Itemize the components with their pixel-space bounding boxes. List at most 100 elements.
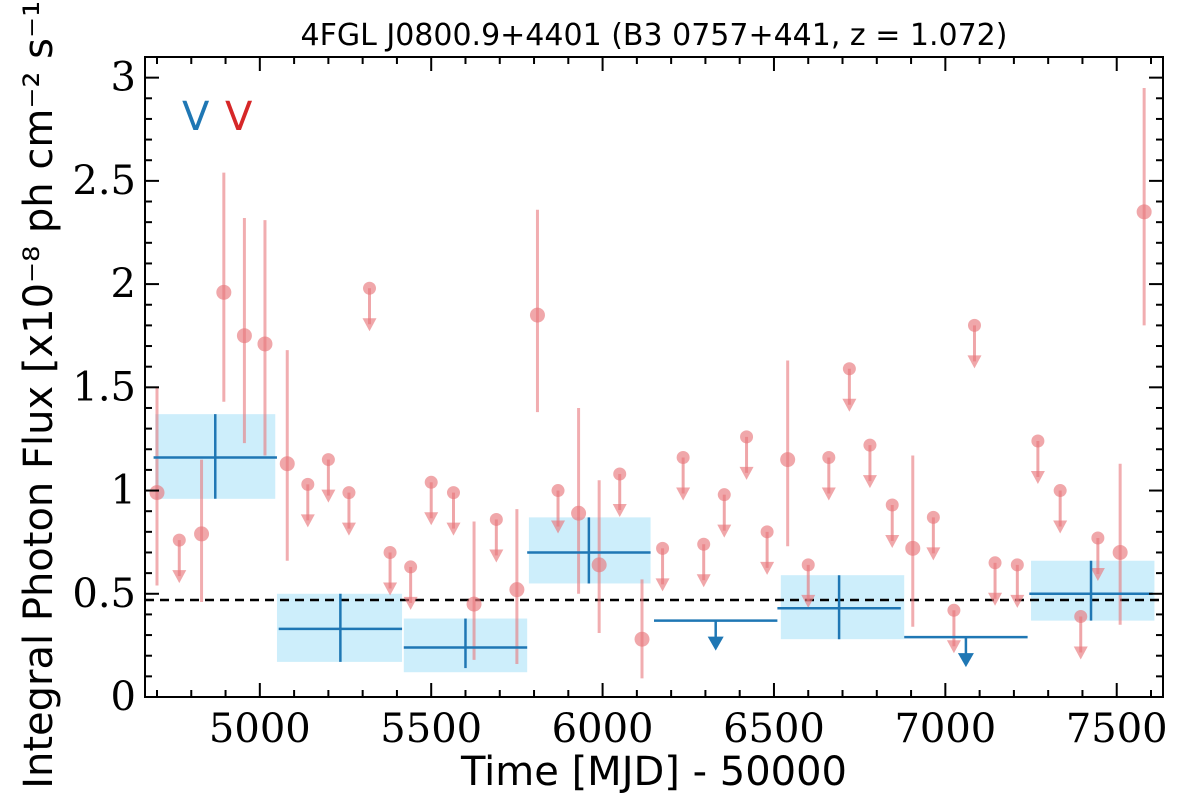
coarse-bin-point [278, 593, 403, 662]
fine-bin-marker [801, 558, 815, 572]
annotation-v-blue: V [182, 94, 210, 140]
upper-limit-arrow [655, 578, 670, 592]
fine-bin-marker [780, 452, 796, 468]
fine-bin-point [946, 603, 961, 654]
fine-bin-point [612, 467, 627, 518]
fine-bin-marker [279, 456, 295, 472]
fine-bin-marker [551, 484, 565, 498]
fine-bin-point [801, 558, 816, 608]
fine-bin-marker [885, 498, 899, 512]
fine-bin-marker [257, 336, 273, 352]
fine-bin-point [341, 486, 356, 536]
upper-limit-arrow [707, 636, 724, 651]
bin-bands [155, 414, 1155, 673]
fine-bin-point [696, 537, 711, 588]
upper-limit-arrow [988, 592, 1003, 606]
fine-bin-point [403, 560, 418, 610]
fine-bin-point [300, 477, 315, 528]
coarse-bin-point [654, 619, 778, 651]
fine-bin-marker [404, 560, 418, 574]
upper-limit-arrow [717, 524, 732, 538]
fine-bin-point [509, 509, 525, 664]
fine-bin-marker [363, 281, 377, 295]
upper-limit-arrow [842, 398, 857, 412]
fine-bin-point [926, 510, 941, 561]
fine-bin-marker [905, 540, 921, 556]
fine-bin-marker [424, 475, 438, 489]
fine-bin-marker [446, 486, 460, 500]
upper-limit-arrow [172, 570, 187, 584]
fine-bin-points [149, 87, 1152, 679]
fine-bin-point [321, 453, 336, 503]
fine-bin-marker [321, 453, 335, 467]
coarse-bin-point [777, 575, 901, 640]
fine-bin-point [489, 512, 504, 563]
upper-limit-arrow [739, 466, 754, 480]
fine-bin-point [885, 498, 900, 548]
fine-bin-point [676, 451, 691, 501]
upper-limit-arrow [676, 487, 691, 501]
fine-bin-marker [1074, 609, 1088, 623]
fine-bin-point [236, 218, 252, 444]
fine-bin-marker [216, 284, 232, 300]
fine-bin-point [1073, 609, 1088, 660]
upper-limit-arrow [300, 514, 315, 528]
fine-bin-marker [926, 510, 940, 524]
fine-bin-point [821, 451, 836, 501]
fine-bin-point [172, 533, 187, 584]
x-axis-label: Time [MJD] - 50000 [460, 749, 847, 795]
annotation-v-red: V [225, 94, 253, 140]
fine-bin-point [967, 318, 982, 369]
x-tick-label: 7500 [1066, 706, 1168, 752]
y-tick-label: 3 [111, 55, 136, 101]
fine-bin-point [739, 430, 754, 480]
y-tick-label: 0 [111, 674, 136, 720]
y-tick-label: 2 [111, 261, 136, 307]
upper-limit-arrow [424, 512, 439, 526]
fine-bin-point [194, 459, 210, 603]
fine-bin-marker [656, 541, 670, 555]
fine-bin-point [424, 475, 439, 526]
fine-bin-marker [194, 526, 210, 542]
fine-bin-point [446, 486, 461, 536]
fine-bin-point [149, 387, 165, 586]
fine-bin-marker [172, 533, 186, 547]
fine-bin-marker [236, 328, 252, 344]
fine-bin-point [655, 541, 670, 592]
fine-bin-point [466, 521, 482, 660]
fine-bin-marker [947, 603, 961, 617]
fine-bin-point [216, 172, 232, 402]
coarse-bin-point [527, 517, 651, 584]
fine-bin-point [1136, 87, 1152, 326]
fine-bin-point [1010, 558, 1025, 608]
fine-bin-marker [967, 318, 981, 332]
coarse-bin-point [153, 414, 277, 499]
upper-limit-arrow [885, 535, 900, 548]
upper-limit-arrow [946, 640, 961, 654]
tick-labels: 5000 5500 6000 6500 7000 7500 0 0.5 1 1.5 2 2.5 3 [72, 55, 1167, 752]
upper-limit-arrow [1030, 471, 1045, 484]
plot-frame [144, 56, 1164, 698]
fine-bin-marker [717, 488, 731, 502]
fine-bin-point [862, 438, 877, 489]
fine-bin-point [842, 362, 857, 412]
fine-bin-marker [988, 556, 1002, 570]
upper-limit-arrow [926, 547, 941, 561]
upper-limit-arrow [489, 549, 504, 563]
fine-bin-marker [342, 486, 356, 500]
upper-limit-arrow [551, 520, 566, 534]
upper-limit-arrow [760, 561, 775, 575]
fine-bin-point [383, 545, 398, 596]
upper-limit-arrow [696, 574, 711, 588]
coarse-bin-point [1029, 560, 1153, 621]
fine-bin-point [634, 579, 650, 679]
fine-bin-point [279, 350, 295, 561]
y-tick-label: 0.5 [72, 571, 136, 617]
fine-bin-point [362, 281, 377, 332]
coarse-bin-point [403, 618, 528, 669]
upper-limit-arrow [1073, 646, 1088, 660]
fine-bin-marker [149, 485, 165, 501]
y-tick-label: 2.5 [72, 158, 136, 204]
coarse-bin-point [904, 635, 1028, 668]
fine-bin-point [905, 455, 921, 627]
